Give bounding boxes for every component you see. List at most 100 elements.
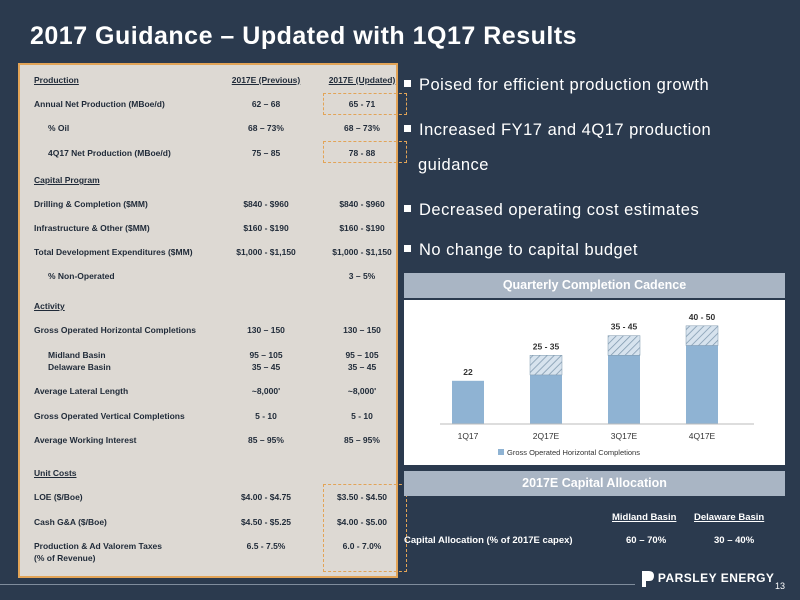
bullet-item: No change to capital budget: [404, 241, 638, 260]
row-label: Midland Basin: [48, 350, 106, 360]
row-label: Annual Net Production (MBoe/d): [34, 99, 165, 109]
bar-3Q17E: [608, 355, 640, 424]
row-label: Total Development Expenditures ($MM): [34, 247, 193, 257]
bullet-square-icon: [404, 245, 411, 253]
x-tick-3Q17E: 3Q17E: [611, 431, 638, 441]
x-tick-2Q17E: 2Q17E: [533, 431, 560, 441]
row-upd: $1,000 - $1,150: [332, 247, 392, 257]
section-activity: Activity: [34, 301, 65, 311]
company-logo: PARSLEY ENERGY: [640, 571, 774, 587]
logo-text: PARSLEY ENERGY: [657, 571, 775, 586]
guidance-table: Production 2017E (Previous) 2017E (Updat…: [18, 63, 407, 578]
bar-2Q17E: [530, 374, 562, 424]
bullet-square-icon: [404, 205, 411, 213]
row-prev: ~8,000': [251, 386, 281, 396]
parsley-p-icon: [642, 571, 654, 587]
chart-area: 22 1Q17 25 - 35 2Q17E 35 - 45 3Q17E 40 - 50 4Q1…: [404, 300, 785, 465]
bullet-text: Increased FY17 and 4Q17 production: [419, 121, 712, 139]
row-prev: 35 – 45: [251, 362, 281, 372]
row-label: (% of Revenue): [34, 553, 96, 563]
bar-4Q17E: [686, 345, 718, 424]
row-upd: 6.0 - 7.0%: [342, 541, 382, 551]
legend-label: Gross Operated Horizontal Completions: [507, 448, 640, 457]
row-prev: $840 - $960: [243, 199, 289, 209]
row-prev: $4.50 - $5.25: [240, 517, 292, 527]
bar-range-3Q17E: [607, 335, 641, 356]
row-prev: $1,000 - $1,150: [236, 247, 296, 257]
row-label: Gross Operated Horizontal Completions: [34, 325, 196, 335]
section-unit-costs: Unit Costs: [34, 468, 77, 478]
row-label: Average Lateral Length: [34, 386, 129, 396]
bullet-text: No change to capital budget: [419, 241, 638, 259]
highlight-unit-costs: [323, 484, 407, 572]
row-label: Cash G&A ($/Boe): [34, 517, 107, 527]
row-prev: 130 – 150: [247, 325, 285, 335]
row-label: % Oil: [48, 123, 70, 133]
row-upd: ~8,000': [347, 386, 377, 396]
row-upd: $160 - $190: [339, 223, 385, 233]
alloc-value-midland: 60 – 70%: [626, 535, 667, 546]
row-label: Infrastructure & Other ($MM): [34, 223, 150, 233]
data-label-2Q17E: 25 - 35: [533, 341, 560, 351]
row-prev: 62 – 68: [251, 99, 281, 109]
row-upd: 5 - 10: [351, 411, 373, 421]
row-label: Average Working Interest: [34, 435, 137, 445]
row-label: Drilling & Completion ($MM): [34, 199, 148, 209]
row-upd: $3.50 - $4.50: [336, 492, 388, 502]
bullet-item: Increased FY17 and 4Q17 production: [404, 121, 711, 140]
allocation-title: 2017E Capital Allocation: [404, 471, 785, 496]
data-label-3Q17E: 35 - 45: [611, 322, 638, 332]
row-upd: 68 – 73%: [344, 123, 380, 133]
header-production: Production: [34, 75, 79, 85]
row-prev: 6.5 - 7.5%: [246, 541, 286, 551]
row-prev: $160 - $190: [243, 223, 289, 233]
slide-header: 2017 Guidance – Updated with 1Q17 Result…: [0, 0, 800, 63]
row-prev: $4.00 - $4.75: [240, 492, 292, 502]
row-prev: 5 - 10: [255, 411, 277, 421]
bullet-text: Decreased operating cost estimates: [419, 201, 700, 219]
footer-divider: [0, 584, 635, 585]
bullet-text: Poised for efficient production growth: [419, 76, 710, 94]
alloc-value-delaware: 30 – 40%: [714, 535, 755, 546]
row-upd: 3 – 5%: [348, 271, 376, 281]
highlight-annual-production: [323, 93, 407, 115]
data-label-1Q17: 22: [463, 367, 473, 377]
row-label: Gross Operated Vertical Completions: [34, 411, 185, 421]
row-label: LOE ($/Boe): [34, 492, 83, 502]
x-tick-4Q17E: 4Q17E: [689, 431, 716, 441]
section-capital-program: Capital Program: [34, 175, 100, 185]
bullet-item: Poised for efficient production growth: [404, 76, 709, 95]
row-upd: $840 - $960: [339, 199, 385, 209]
row-upd: 65 - 71: [348, 99, 376, 109]
completion-chart: 22 1Q17 25 - 35 2Q17E 35 - 45 3Q17E 40 - 50 4Q1…: [440, 312, 754, 457]
row-prev: 68 – 73%: [248, 123, 284, 133]
chart-title: Quarterly Completion Cadence: [404, 273, 785, 298]
header-updated: 2017E (Updated): [328, 75, 396, 85]
bullet-square-icon: [404, 125, 411, 133]
bullet-square-icon: [404, 80, 411, 88]
row-upd: 78 - 88: [348, 148, 376, 158]
slide-title: 2017 Guidance – Updated with 1Q17 Result…: [30, 22, 578, 50]
row-upd: 95 – 105: [345, 350, 379, 360]
row-upd: 85 – 95%: [344, 435, 380, 445]
legend-swatch: [498, 449, 504, 455]
row-label: 4Q17 Net Production (MBoe/d): [48, 148, 171, 158]
highlight-4q17-production: [323, 141, 407, 163]
bar-range-4Q17E: [685, 325, 719, 346]
alloc-header-midland: Midland Basin: [612, 512, 677, 523]
row-label: Delaware Basin: [48, 362, 111, 372]
bullet-item: Decreased operating cost estimates: [404, 201, 699, 220]
bullet-item-continuation: guidance: [418, 156, 489, 175]
row-label: Production & Ad Valorem Taxes: [34, 541, 163, 551]
page-number: 13: [775, 581, 786, 591]
bullet-text: guidance: [418, 156, 489, 174]
row-prev: 85 – 95%: [248, 435, 284, 445]
header-previous: 2017E (Previous): [231, 75, 301, 85]
row-label: % Non-Operated: [48, 271, 115, 281]
alloc-header-delaware: Delaware Basin: [694, 512, 765, 523]
data-label-4Q17E: 40 - 50: [689, 312, 716, 322]
row-prev: 95 – 105: [249, 350, 283, 360]
row-prev: 75 – 85: [251, 148, 281, 158]
bar-1Q17: [452, 380, 484, 424]
x-tick-1Q17: 1Q17: [458, 431, 479, 441]
